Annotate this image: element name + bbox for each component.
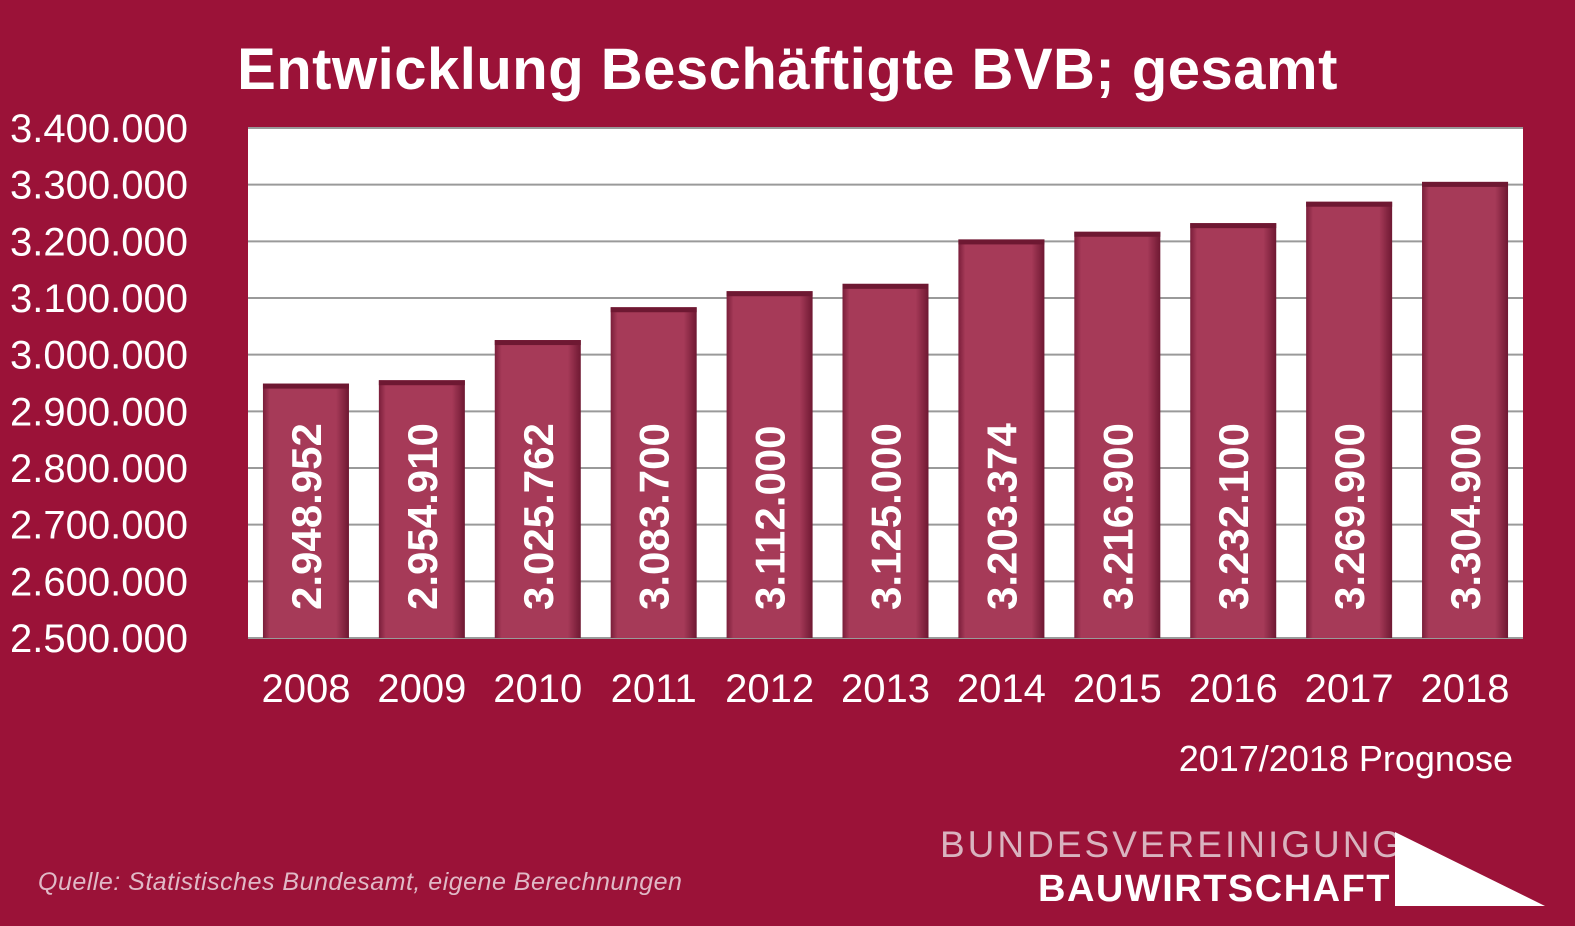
x-tick-label: 2012 [725,667,814,711]
bar-2011 [610,307,697,638]
chart-title: Entwicklung Beschäftigte BVB; gesamt [237,37,1338,102]
bar-top-edge [262,383,349,389]
x-tick-label: 2016 [1189,667,1278,711]
bar-2017 [1306,201,1393,638]
bar-top-edge [494,340,581,346]
bar-2008 [262,383,349,638]
y-axis: 2.500.000 2.600.000 2.700.000 2.800.000 2.90… [10,107,188,661]
bar-top-edge [610,307,697,313]
data-label: 2.954.910 [399,423,446,610]
y-tick-label: 2.900.000 [10,390,188,434]
bar-top-edge [1422,181,1509,187]
bar-top-edge [958,239,1045,245]
logo-text-line2: BAUWIRTSCHAFT [1038,868,1392,910]
x-tick-label: 2013 [841,667,930,711]
logo: BUNDESVEREINIGUNG BAUWIRTSCHAFT [940,820,1560,916]
x-tick-label: 2010 [493,667,582,711]
bars: 2.948.952 2.954.910 3.025.762 3.083.700 3.11… [262,181,1509,639]
data-label: 2.948.952 [283,423,330,610]
x-tick-label: 2014 [957,667,1046,711]
y-tick-label: 2.600.000 [10,560,188,604]
x-axis: 2008 2009 2010 2011 2012 2013 2014 2015 2016 2017… [261,667,1509,711]
data-label: 3.203.374 [978,423,1025,610]
y-tick-label: 2.700.000 [10,504,188,548]
bar-2010 [494,340,581,638]
forecast-note: 2017/2018 Prognose [1178,738,1513,779]
bar-top-edge [842,283,929,289]
bar-2013 [842,283,929,638]
y-tick-label: 2.800.000 [10,447,188,491]
data-label: 3.025.762 [515,423,562,610]
bar-2015 [1074,231,1161,639]
bar-top-edge [378,380,465,386]
bar-top-edge [726,291,813,297]
bar-2012 [726,291,813,638]
bar-top-edge [1190,223,1277,229]
logo-text-line1: BUNDESVEREINIGUNG [940,824,1405,865]
y-tick-label: 3.200.000 [10,220,188,264]
y-tick-label: 2.500.000 [10,617,188,661]
data-label: 3.083.700 [631,423,678,610]
data-label: 3.112.000 [747,425,794,610]
data-label: 3.269.900 [1326,423,1373,610]
y-tick-label: 3.100.000 [10,277,188,321]
data-label: 3.125.000 [863,423,910,610]
bar-2009 [378,380,465,638]
bar-top-edge [1306,201,1393,207]
bar-top-edge [1074,231,1161,237]
x-tick-label: 2018 [1421,667,1510,711]
y-tick-label: 3.300.000 [10,164,188,208]
data-label: 3.304.900 [1442,423,1489,610]
bar-2014 [958,239,1045,639]
y-tick-label: 3.000.000 [10,334,188,378]
source-note: Quelle: Statistisches Bundesamt, eigene … [38,868,683,896]
x-tick-label: 2015 [1073,667,1162,711]
x-tick-label: 2017 [1305,667,1394,711]
x-tick-label: 2011 [611,667,697,711]
data-label: 3.232.100 [1210,423,1257,610]
bar-2018 [1422,181,1509,638]
y-tick-label: 3.400.000 [10,107,188,151]
data-label: 3.216.900 [1094,423,1141,610]
x-tick-label: 2008 [261,667,350,711]
bar-2016 [1190,223,1277,639]
x-tick-label: 2009 [377,667,466,711]
logo-triangle-icon [1395,832,1545,906]
